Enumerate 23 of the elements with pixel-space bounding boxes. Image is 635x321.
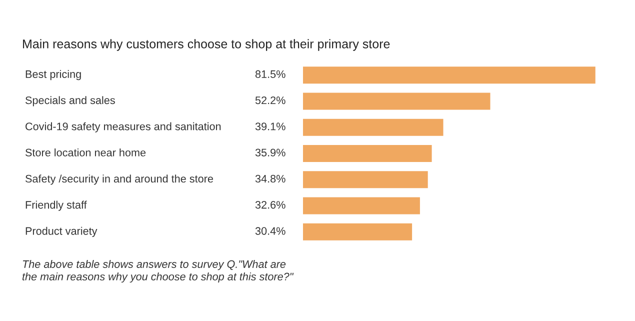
y-tick-label: Safety /security in and around the store [25, 174, 214, 185]
text: The above table shows answers to survey Q."What are the main reasons why you choose to shop at this store?" [22, 260, 294, 283]
bar [303, 66, 596, 84]
data-label: 81.5% [255, 70, 286, 78]
y-tick-label: Friendly staff [26, 200, 87, 211]
y-tick-label: Best pricing [26, 70, 81, 80]
bar [303, 171, 428, 188]
data-label: 52.2% [255, 96, 286, 104]
y-tick-label: Specials and sales [25, 96, 115, 106]
data-label: 34.8% [255, 174, 286, 183]
y-tick-label: Product variety [26, 226, 98, 237]
bar [303, 92, 490, 110]
data-label: 30.4% [255, 227, 286, 235]
data-label: 39.1% [255, 122, 286, 130]
data-label: 32.6% [255, 201, 286, 209]
bar [303, 197, 420, 214]
bar [303, 118, 444, 136]
bar [303, 145, 432, 162]
y-tick-label: Store location near home [25, 148, 146, 156]
bar [303, 223, 412, 240]
data-label: 35.9% [255, 148, 286, 156]
y-tick-label: Covid-19 safety measures and sanitation [26, 122, 221, 132]
chart-title: Main reasons why customers choose to shop at their primary store [23, 39, 390, 51]
